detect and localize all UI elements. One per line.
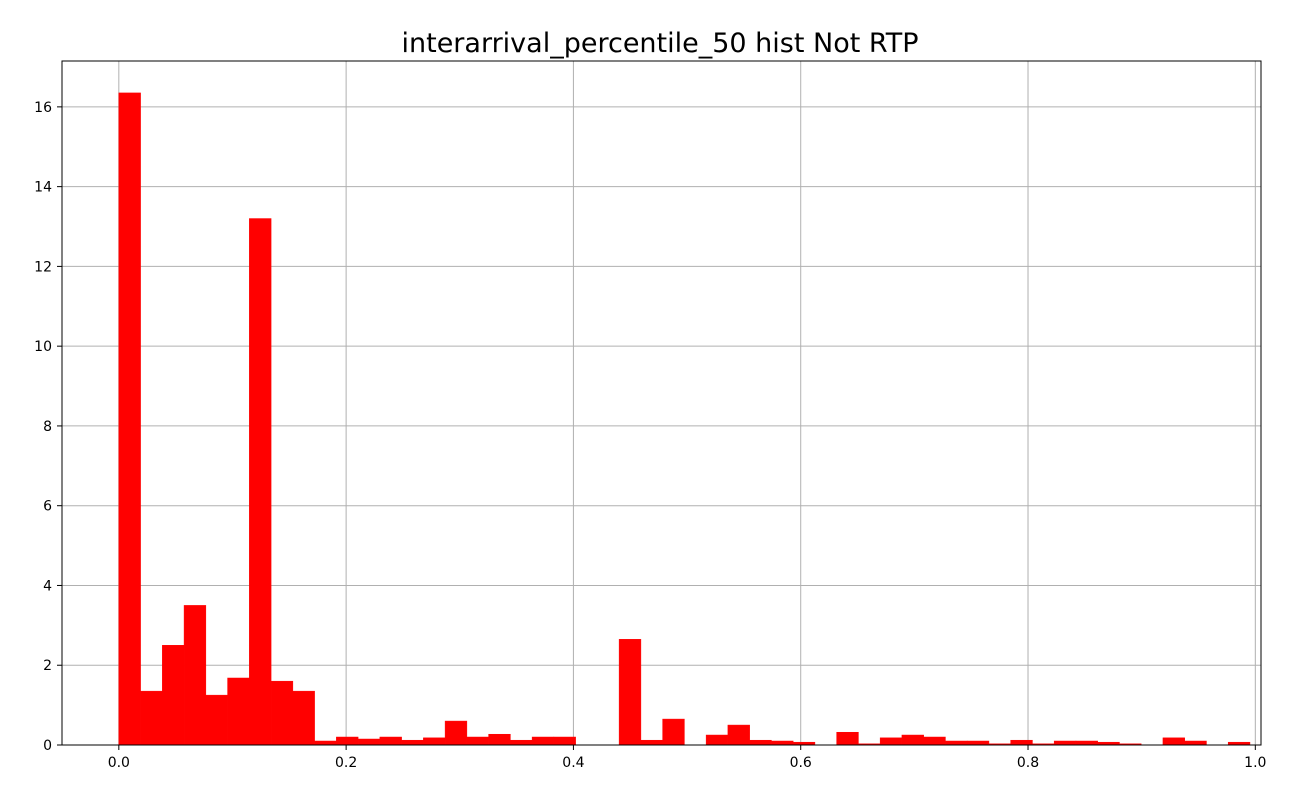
histogram-bar — [727, 724, 750, 746]
histogram-bar — [162, 645, 185, 746]
chart-title: interarrival_percentile_50 hist Not RTP — [402, 28, 919, 59]
histogram-bar — [1162, 737, 1185, 746]
histogram-bars — [118, 92, 1251, 746]
histogram-bar — [118, 92, 141, 746]
histogram-bar — [140, 690, 163, 746]
x-tick-label: 1.0 — [1244, 755, 1266, 771]
y-tick-label: 8 — [43, 419, 52, 435]
y-axis-ticks: 0 2 4 6 8 10 12 14 16 — [34, 100, 62, 754]
histogram-bar — [662, 718, 685, 746]
histogram-bar — [923, 736, 946, 746]
histogram-bar — [205, 694, 228, 746]
histogram-bar — [401, 739, 424, 746]
histogram-bar — [705, 734, 729, 746]
y-tick-label: 12 — [34, 259, 52, 275]
histogram-bar — [249, 218, 272, 746]
histogram-bar — [183, 605, 207, 746]
y-tick-label: 4 — [43, 578, 52, 594]
histogram-bar — [357, 738, 381, 746]
x-tick-label: 0.6 — [790, 755, 812, 771]
histogram-bar — [1010, 739, 1033, 746]
y-tick-label: 6 — [43, 499, 52, 515]
histogram-bar — [314, 740, 337, 746]
histogram-bar — [618, 639, 642, 746]
histogram-bar — [1184, 740, 1207, 746]
histogram-bar — [1075, 740, 1098, 746]
y-tick-label: 14 — [34, 180, 52, 196]
x-tick-label: 0.2 — [335, 755, 357, 771]
histogram-bar — [423, 737, 446, 746]
y-tick-label: 2 — [43, 658, 52, 674]
histogram-bar — [749, 739, 772, 746]
histogram-bar — [379, 736, 402, 746]
histogram-bar — [227, 677, 250, 746]
histogram-bar — [1053, 740, 1077, 746]
y-tick-label: 10 — [34, 339, 52, 355]
histogram-bar — [553, 736, 576, 746]
histogram-bar — [901, 734, 924, 746]
y-tick-label: 0 — [43, 738, 52, 754]
histogram-bar — [836, 731, 859, 746]
histogram-bar — [771, 740, 794, 746]
histogram-bar — [336, 736, 359, 746]
x-tick-label: 0.4 — [562, 755, 584, 771]
histogram-bar — [531, 736, 555, 746]
histogram-bar — [292, 690, 315, 746]
plot-frame — [61, 60, 1262, 746]
histogram-bar — [270, 680, 294, 746]
histogram-bar — [466, 736, 489, 746]
histogram-bar — [945, 740, 968, 746]
histogram-bar — [510, 739, 533, 746]
histogram-bar — [879, 737, 903, 746]
x-tick-label: 0.0 — [108, 755, 130, 771]
histogram-bar — [488, 733, 511, 746]
x-tick-label: 0.8 — [1017, 755, 1039, 771]
y-tick-label: 16 — [34, 100, 52, 116]
x-axis-ticks: 0.0 0.2 0.4 0.6 0.8 1.0 — [108, 745, 1266, 771]
grid-lines — [62, 61, 1261, 746]
histogram-bar — [640, 739, 663, 746]
histogram-bar — [444, 720, 468, 746]
histogram-bar — [966, 740, 990, 746]
